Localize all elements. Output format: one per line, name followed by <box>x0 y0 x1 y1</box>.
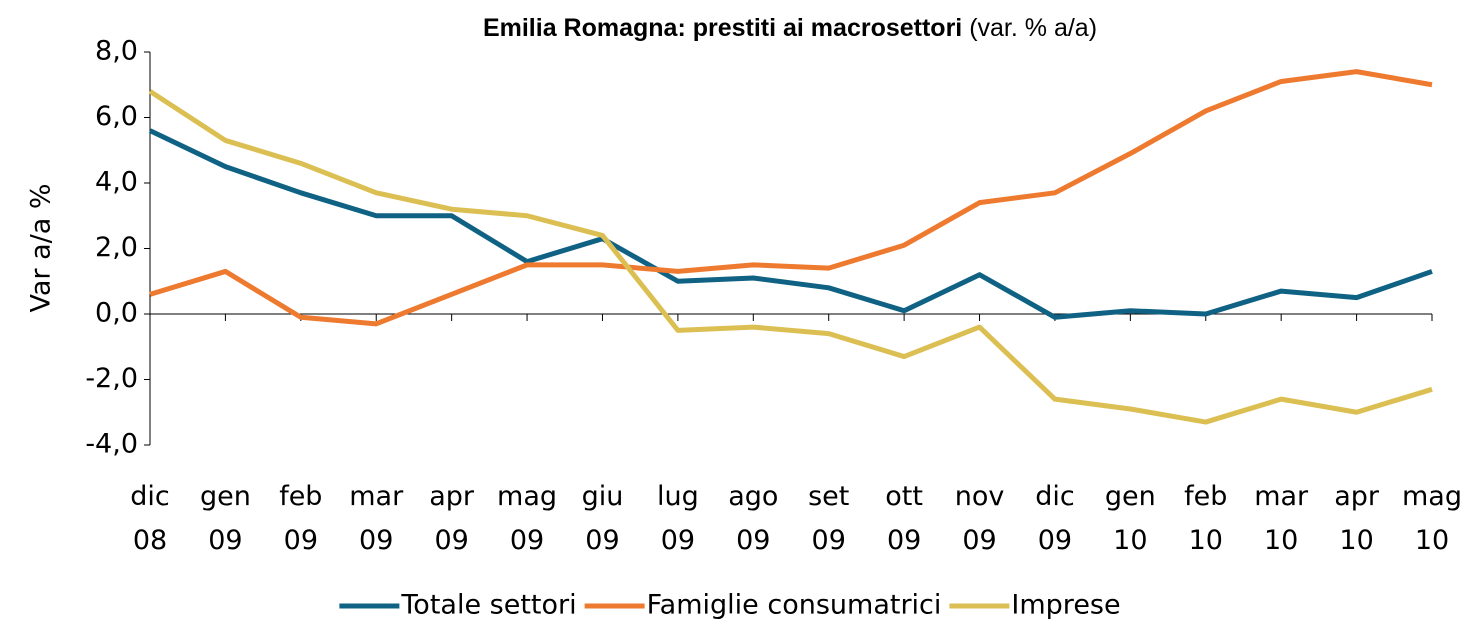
x-tick-label: mag 09 <box>497 481 557 556</box>
x-tick-label: mar 09 <box>349 481 404 556</box>
x-tick-label: dic 09 <box>1035 481 1075 556</box>
chart-title: Emilia Romagna: prestiti ai macrosettori <box>483 14 962 42</box>
x-tick-label: giu 09 <box>582 481 624 556</box>
chart-title-note: (var. % a/a) <box>969 14 1097 42</box>
series-line <box>149 69 1433 327</box>
chart-title-group: Emilia Romagna: prestiti ai macrosettori… <box>483 14 1097 42</box>
x-tick-label: apr 09 <box>429 481 475 556</box>
y-tick-label: 8,0 <box>95 36 138 67</box>
series-line <box>148 89 1433 425</box>
x-tick-label: feb 10 <box>1184 481 1227 556</box>
legend-label: Totale settori <box>400 590 576 621</box>
y-tick-label: -2,0 <box>85 363 138 394</box>
legend: Totale settori Famiglie consumatrici Impre… <box>339 590 1121 621</box>
y-tick-label: 0,0 <box>95 298 138 329</box>
x-tick-label: lug 09 <box>657 481 699 556</box>
x-tick-label: apr 10 <box>1334 481 1380 556</box>
x-tick-label: gen 09 <box>200 481 251 556</box>
y-axis-label: Var a/a % <box>26 183 57 312</box>
y-tick-label: 4,0 <box>95 167 138 198</box>
x-tick-label: mag 10 <box>1402 481 1462 556</box>
x-tick-label: ott 09 <box>885 481 923 556</box>
legend-label: Famiglie consumatrici <box>647 590 942 621</box>
x-tick-label: feb 09 <box>279 481 322 556</box>
legend-label: Imprese <box>1011 590 1120 621</box>
y-tick-label: 6,0 <box>95 101 138 132</box>
x-tick-label: mar 10 <box>1254 481 1309 556</box>
y-tick-label: -4,0 <box>85 429 138 460</box>
x-tick-label: set 09 <box>808 481 849 556</box>
y-tick-label: 2,0 <box>95 232 138 263</box>
x-tick-label: nov 09 <box>955 481 1005 556</box>
x-tick-label: gen 10 <box>1105 481 1156 556</box>
x-tick-label: ago 09 <box>728 481 778 556</box>
x-tick-label: dic 08 <box>130 481 170 556</box>
series-line <box>148 128 1433 320</box>
